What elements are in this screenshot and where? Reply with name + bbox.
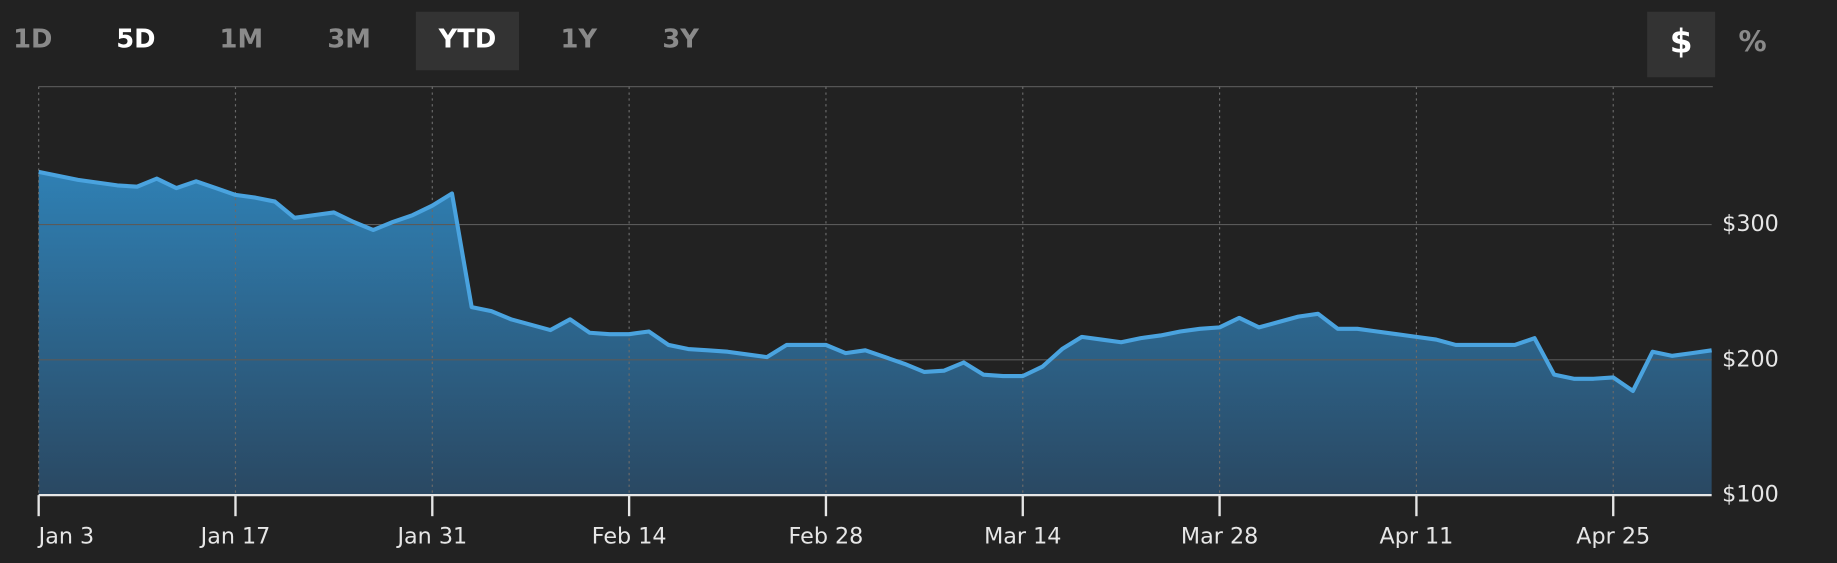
- area: [38, 171, 1712, 496]
- x-tick-label: Apr 11: [1379, 524, 1453, 550]
- range-button[interactable]: YTD: [438, 24, 497, 54]
- plot-area: Jan 3 Jan 17 Jan 31 Feb 14 Feb 28 Mar 14 Mar 2…: [37, 86, 1779, 550]
- x-tick-label: Apr 25: [1576, 524, 1650, 550]
- unit-button[interactable]: %: [1739, 25, 1767, 58]
- unit-button[interactable]: $: [1670, 22, 1693, 60]
- x-tick-label: Feb 28: [789, 524, 864, 550]
- active-unit-bg: [1647, 11, 1716, 78]
- range-button[interactable]: 5D: [116, 24, 155, 54]
- range-button[interactable]: 1D: [13, 24, 52, 54]
- x-tick-label: Mar 28: [1181, 524, 1258, 550]
- x-tick-label: Jan 3: [37, 524, 95, 550]
- x-tick-label: Feb 14: [592, 524, 667, 550]
- x-tick-label: Jan 31: [395, 524, 467, 550]
- active-range-bg: [415, 11, 519, 71]
- range-button[interactable]: 1M: [220, 24, 264, 54]
- y-tick-label: $100: [1722, 482, 1779, 508]
- y-tick-label: $200: [1722, 346, 1779, 372]
- range-button[interactable]: 1Y: [560, 24, 597, 54]
- y-tick-label: $300: [1722, 211, 1779, 237]
- range-button[interactable]: 3M: [327, 24, 371, 54]
- x-tick-label: Mar 14: [984, 524, 1061, 550]
- range-button[interactable]: 3Y: [662, 24, 699, 54]
- x-tick-label: Jan 17: [199, 524, 271, 550]
- line: [38, 169, 1712, 393]
